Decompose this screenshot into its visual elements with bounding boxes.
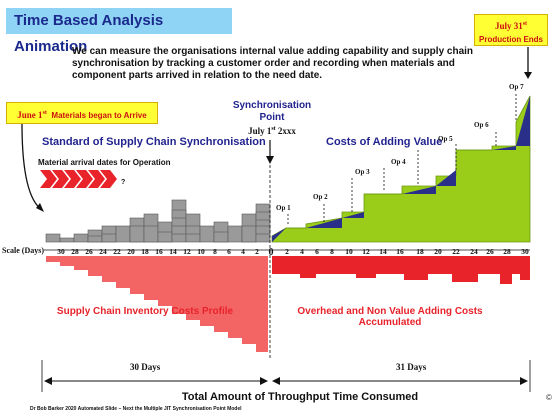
june-callout: June 1st Materials began to Arrive xyxy=(6,102,158,124)
arrowhead-icon xyxy=(36,203,44,212)
op-label: Op 2 xyxy=(313,193,328,201)
scale-tick: 2 xyxy=(285,247,289,256)
blue-wait-triangle xyxy=(272,228,286,242)
scale-tick: 22 xyxy=(452,247,460,256)
overhead-cost-label: Overhead and Non Value Adding Costs Accu… xyxy=(297,306,483,328)
inventory-cost-label: Supply Chain Inventory Costs Profile xyxy=(56,306,234,317)
scale-tick: 4 xyxy=(300,247,304,256)
sync-point-date: July 1st 2xxx xyxy=(222,126,322,136)
op-label: Op 5 xyxy=(438,135,453,143)
op-label: Op 1 xyxy=(276,204,291,212)
july31-date-sup: st xyxy=(522,21,528,27)
blue-wait-triangle xyxy=(342,212,364,218)
sync-date-sup: st xyxy=(271,126,276,132)
right-scale: 2 4 6 8 10 12 14 16 18 20 22 24 26 28 30 xyxy=(285,247,529,256)
chevron-arrow-icon xyxy=(76,170,93,188)
scale-tick: 8 xyxy=(330,247,334,256)
scale-tick: 6 xyxy=(315,247,319,256)
june-text: Materials began to Arrive xyxy=(51,111,147,120)
value-adding-staircase xyxy=(271,95,531,243)
scale-zero: 0 xyxy=(269,247,274,258)
june-date: June 1 xyxy=(17,110,43,120)
footer-credit: Dr Bob Barker 2020 Automated Slide – Nex… xyxy=(30,406,242,412)
blue-wait-triangle xyxy=(516,96,530,146)
arrowhead-icon xyxy=(260,377,268,385)
op-label: Op 4 xyxy=(391,158,406,166)
question-mark: ? xyxy=(121,179,125,186)
scale-tick: 26 xyxy=(85,247,93,256)
scale-tick: 12 xyxy=(362,247,370,256)
chevron-arrow-icon xyxy=(88,170,105,188)
scale-tick: 4 xyxy=(241,247,245,256)
july31-callout: July 31st Production Ends xyxy=(474,14,548,46)
left-heading: Standard of Supply Chain Synchronisation xyxy=(42,136,266,148)
scale-label: Scale (Days) xyxy=(2,246,44,255)
scale-tick: 8 xyxy=(213,247,217,256)
op-indicators xyxy=(287,94,517,226)
op-label: Op 3 xyxy=(355,168,370,176)
arrowhead-icon xyxy=(272,377,280,385)
intro-text: We can measure the organisations interna… xyxy=(72,46,474,81)
scale-tick: 18 xyxy=(416,247,424,256)
scale-tick: 14 xyxy=(379,247,387,256)
scale-tick: 16 xyxy=(396,247,404,256)
arrowhead-icon xyxy=(44,377,52,385)
scale-tick: 20 xyxy=(434,247,442,256)
blue-wait-triangle xyxy=(402,186,436,194)
right-heading: Costs of Adding Value xyxy=(326,136,443,148)
chevron-arrow-icon xyxy=(52,170,69,188)
scale-tick: 6 xyxy=(227,247,231,256)
july31-text: Production Ends xyxy=(479,35,543,44)
copyright-icon: © xyxy=(546,393,552,402)
june-date-sup: st xyxy=(42,110,47,116)
scale-tick: 10 xyxy=(345,247,353,256)
total-throughput-label: Total Amount of Throughput Time Consumed xyxy=(181,391,419,403)
scale-tick: 12 xyxy=(183,247,191,256)
material-arrival-arrows xyxy=(40,170,117,188)
scale-tick: 10 xyxy=(197,247,205,256)
scale-tick: 28 xyxy=(71,247,79,256)
arrowhead-icon xyxy=(524,72,532,79)
scale-tick: 18 xyxy=(141,247,149,256)
green-value-area xyxy=(271,95,531,243)
june-arrow xyxy=(21,123,43,211)
arrowhead-icon xyxy=(520,377,528,385)
sync-date-day: July 1 xyxy=(248,126,272,136)
left-days-label: 30 Days xyxy=(130,362,161,372)
scale-tick: 22 xyxy=(113,247,121,256)
op-label: Op 7 xyxy=(509,83,524,91)
blue-wait-triangle xyxy=(306,218,342,228)
blue-wait-triangle xyxy=(436,170,456,186)
arrowhead-icon xyxy=(266,156,274,164)
op-label: Op 6 xyxy=(474,121,489,129)
overhead-cost-bars xyxy=(272,256,530,284)
left-scale: 30 28 26 24 22 20 18 16 14 12 10 8 6 4 2 xyxy=(57,247,259,256)
page-title: Time Based Analysis Animation xyxy=(6,8,232,55)
sync-date-year: 2xxx xyxy=(277,126,296,136)
scale-tick: 20 xyxy=(127,247,135,256)
scale-tick: 26 xyxy=(486,247,494,256)
july31-date: July 31 xyxy=(494,21,523,31)
chevron-arrow-icon xyxy=(40,170,57,188)
scale-tick: 30 xyxy=(521,247,529,256)
inventory-cost-profile xyxy=(46,256,268,352)
scale-tick: 24 xyxy=(470,247,478,256)
material-arrival-label: Material arrival dates for Operation xyxy=(38,158,171,167)
sync-point-label: Synchronisation Point xyxy=(232,100,312,123)
grey-inventory-blocks xyxy=(45,199,271,243)
scale-tick: 24 xyxy=(99,247,107,256)
blue-wait-triangle xyxy=(492,146,516,150)
scale-tick: 16 xyxy=(155,247,163,256)
chevron-arrow-icon xyxy=(100,170,117,188)
scale-tick: 28 xyxy=(503,247,511,256)
chevron-arrow-icon xyxy=(64,170,81,188)
scale-tick: 2 xyxy=(255,247,259,256)
scale-tick: 30 xyxy=(57,247,65,256)
right-days-label: 31 Days xyxy=(396,362,427,372)
scale-tick: 14 xyxy=(169,247,177,256)
